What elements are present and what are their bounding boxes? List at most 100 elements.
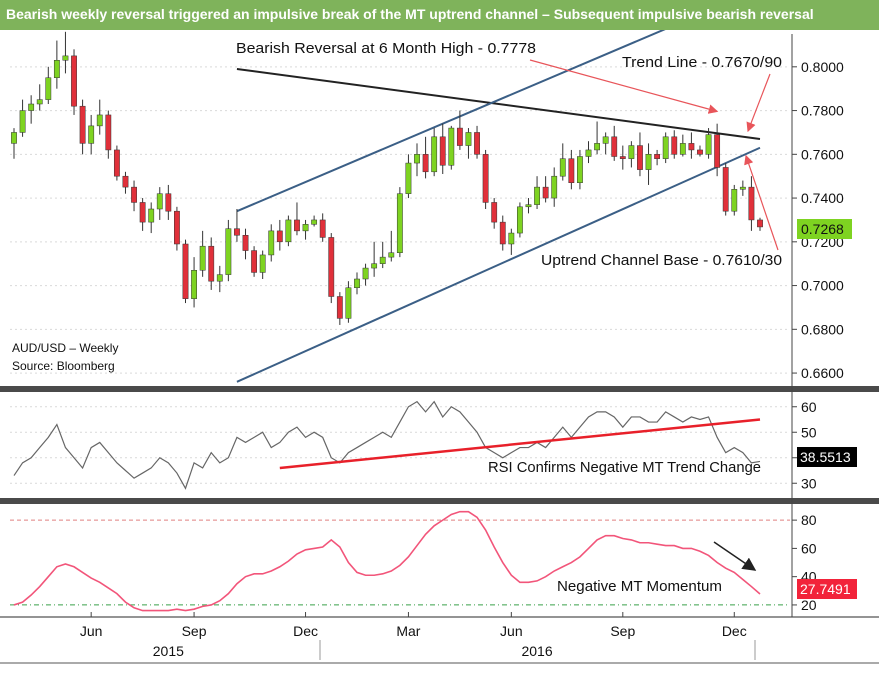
candle-body	[165, 193, 172, 212]
candle-body	[251, 250, 258, 273]
candle-body	[36, 99, 43, 105]
candle-body	[551, 175, 558, 199]
candle-body	[456, 127, 463, 146]
candle-body	[628, 145, 635, 159]
candle-body	[499, 221, 506, 245]
candle-body	[328, 237, 335, 297]
rsi-tick-label: 60	[801, 399, 817, 415]
year-label: 2015	[153, 643, 184, 659]
candle-body	[234, 228, 240, 236]
candle-body	[191, 270, 197, 299]
candle-body	[96, 114, 103, 127]
year-label: 2016	[521, 643, 552, 659]
candle-body	[611, 136, 618, 157]
candle-body	[619, 156, 626, 159]
annotation-arrow	[744, 154, 779, 251]
candle-body	[122, 175, 129, 188]
candle-body	[705, 134, 712, 155]
candle-body	[259, 254, 266, 273]
source-label: Source: Bloomberg	[12, 359, 115, 373]
candle-body	[414, 154, 420, 164]
candle-body	[225, 228, 232, 275]
candle-body	[508, 232, 515, 245]
annotations	[529, 59, 779, 571]
annotation-bearish-reversal: Bearish Reversal at 6 Month High - 0.777…	[236, 40, 536, 57]
candle-body	[371, 263, 378, 269]
indicator-series	[13, 400, 761, 612]
candles	[11, 31, 763, 325]
candle-body	[268, 230, 275, 256]
candle-body	[302, 224, 309, 232]
chart-canvas: 0.80000.78000.76000.74000.72000.70000.68…	[0, 30, 879, 664]
momentum-tick-label: 80	[801, 512, 817, 528]
x-tick-label: Sep	[610, 623, 635, 639]
candle-body	[45, 77, 52, 100]
candle-body	[568, 158, 575, 183]
candle-body	[174, 210, 180, 245]
price-tick-label: 0.7000	[801, 278, 844, 294]
panel-separator	[0, 386, 879, 392]
rsi-line	[13, 400, 761, 490]
candle-body	[11, 132, 17, 144]
momentum-arrow	[713, 541, 757, 571]
instrument-label: AUD/USD – Weekly	[12, 341, 118, 355]
candle-body	[602, 136, 609, 144]
title-bar: Bearish weekly reversal triggered an imp…	[0, 0, 879, 30]
panel-separator	[0, 498, 879, 504]
momentum-tick-label: 20	[801, 597, 817, 613]
momentum-tick-label: 60	[801, 540, 817, 556]
candle-body	[748, 186, 755, 221]
annotation-arrow	[529, 59, 719, 114]
candle-body	[465, 132, 472, 146]
candle-body	[336, 296, 343, 319]
candle-body	[482, 154, 489, 203]
momentum-value-tag	[797, 579, 857, 599]
rsi-tick-label: 50	[801, 424, 817, 440]
candle-body	[679, 143, 686, 155]
x-tick-label: Dec	[293, 623, 318, 639]
candle-body	[131, 186, 137, 203]
annotation-rsi: RSI Confirms Negative MT Trend Change	[488, 459, 761, 476]
candle-body	[285, 219, 292, 243]
candle-body	[662, 136, 669, 159]
rsi-value-tag	[797, 447, 857, 467]
last-price-label: 0.7268	[801, 221, 844, 237]
candle-body	[242, 235, 249, 251]
rsi-tick-label: 30	[801, 475, 817, 491]
candle-body	[182, 243, 189, 299]
candle-body	[534, 186, 540, 205]
candle-body	[139, 202, 146, 223]
candle-body	[105, 114, 112, 151]
last-price-tag	[797, 219, 852, 239]
candle-body	[148, 208, 155, 223]
momentum-line	[13, 510, 761, 612]
candle-body	[731, 189, 738, 212]
x-tick-label: Sep	[182, 623, 207, 639]
candle-body	[722, 167, 729, 212]
candle-body	[688, 143, 695, 151]
candle-body	[79, 105, 86, 144]
candle-body	[19, 110, 26, 133]
candle-body	[319, 219, 326, 238]
candle-body	[379, 256, 386, 264]
candle-body	[362, 267, 369, 280]
price-tick-label: 0.8000	[801, 59, 844, 75]
candle-body	[345, 287, 352, 319]
candle-body	[354, 278, 360, 288]
channel-base	[236, 146, 761, 383]
candle-body	[577, 156, 583, 183]
candle-body	[645, 154, 652, 170]
price-tick-label: 0.7800	[801, 103, 844, 119]
candle-body	[448, 127, 455, 166]
candle-body	[714, 134, 721, 168]
candle-body	[474, 132, 480, 155]
candle-body	[156, 193, 163, 210]
rsi-trend-line	[279, 418, 761, 470]
x-tick-label: Jun	[500, 623, 523, 639]
candle-body	[396, 193, 403, 253]
candle-body	[422, 154, 429, 173]
candle-body	[431, 136, 438, 173]
price-tick-label: 0.7400	[801, 190, 844, 206]
candle-body	[53, 60, 60, 78]
candle-body	[697, 149, 703, 155]
